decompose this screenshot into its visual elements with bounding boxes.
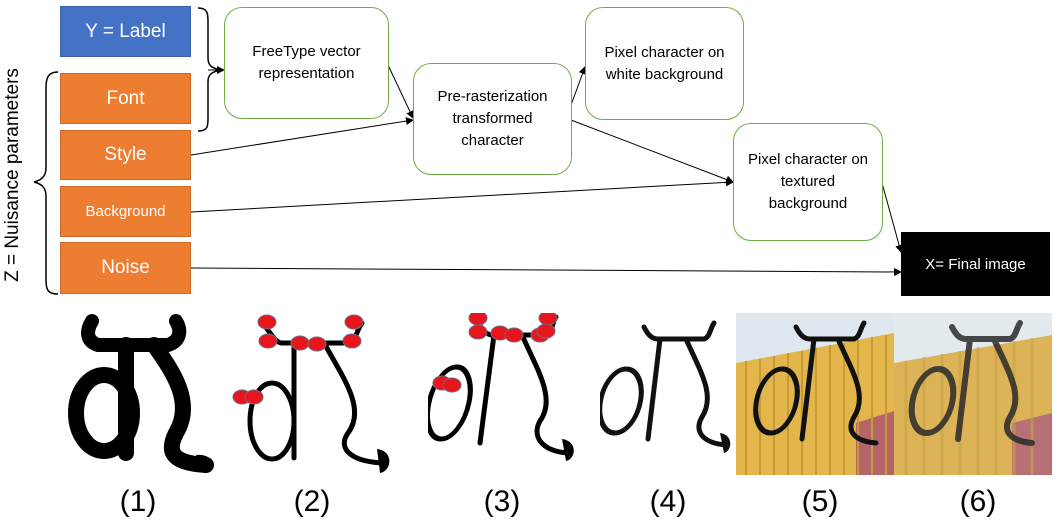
caption-5: (5)	[801, 485, 839, 518]
caption-4: (4)	[649, 485, 687, 518]
label-node: Y = Label	[60, 6, 191, 57]
glyph-image	[600, 320, 731, 453]
noise-node: Noise	[60, 242, 191, 294]
panel-6-final-glyph	[894, 313, 1052, 475]
brace-nuisance	[33, 71, 59, 295]
panel-2-vector-glyph	[232, 313, 392, 475]
glyph-image	[894, 313, 1052, 475]
panel-5-textured-glyph	[736, 313, 894, 475]
font-node: Font	[60, 73, 191, 124]
background-node: Background	[60, 186, 191, 237]
style-node: Style	[60, 130, 191, 180]
pixel-white-node: Pixel character on white background	[585, 7, 744, 120]
prerasterization-node: Pre-rasterization transformed character	[413, 63, 572, 175]
panel-4-pixel-glyph	[600, 313, 760, 475]
final-image-node: X= Final image	[901, 232, 1050, 296]
glyph-image	[736, 313, 894, 475]
panel-1-bold-glyph	[56, 313, 216, 475]
caption-2: (2)	[293, 485, 331, 518]
pixel-textured-node: Pixel character on textured background	[733, 123, 883, 241]
glyph-image	[428, 313, 574, 461]
panel-3-transformed-glyph	[428, 313, 588, 475]
glyph-image	[232, 314, 390, 473]
glyph-image	[68, 314, 214, 473]
caption-1: (1)	[119, 485, 157, 518]
nuisance-parameters-label: Z = Nuisance parameters	[2, 68, 23, 282]
freetype-node: FreeType vector representation	[224, 7, 389, 119]
caption-6: (6)	[959, 485, 997, 518]
caption-3: (3)	[483, 485, 521, 518]
